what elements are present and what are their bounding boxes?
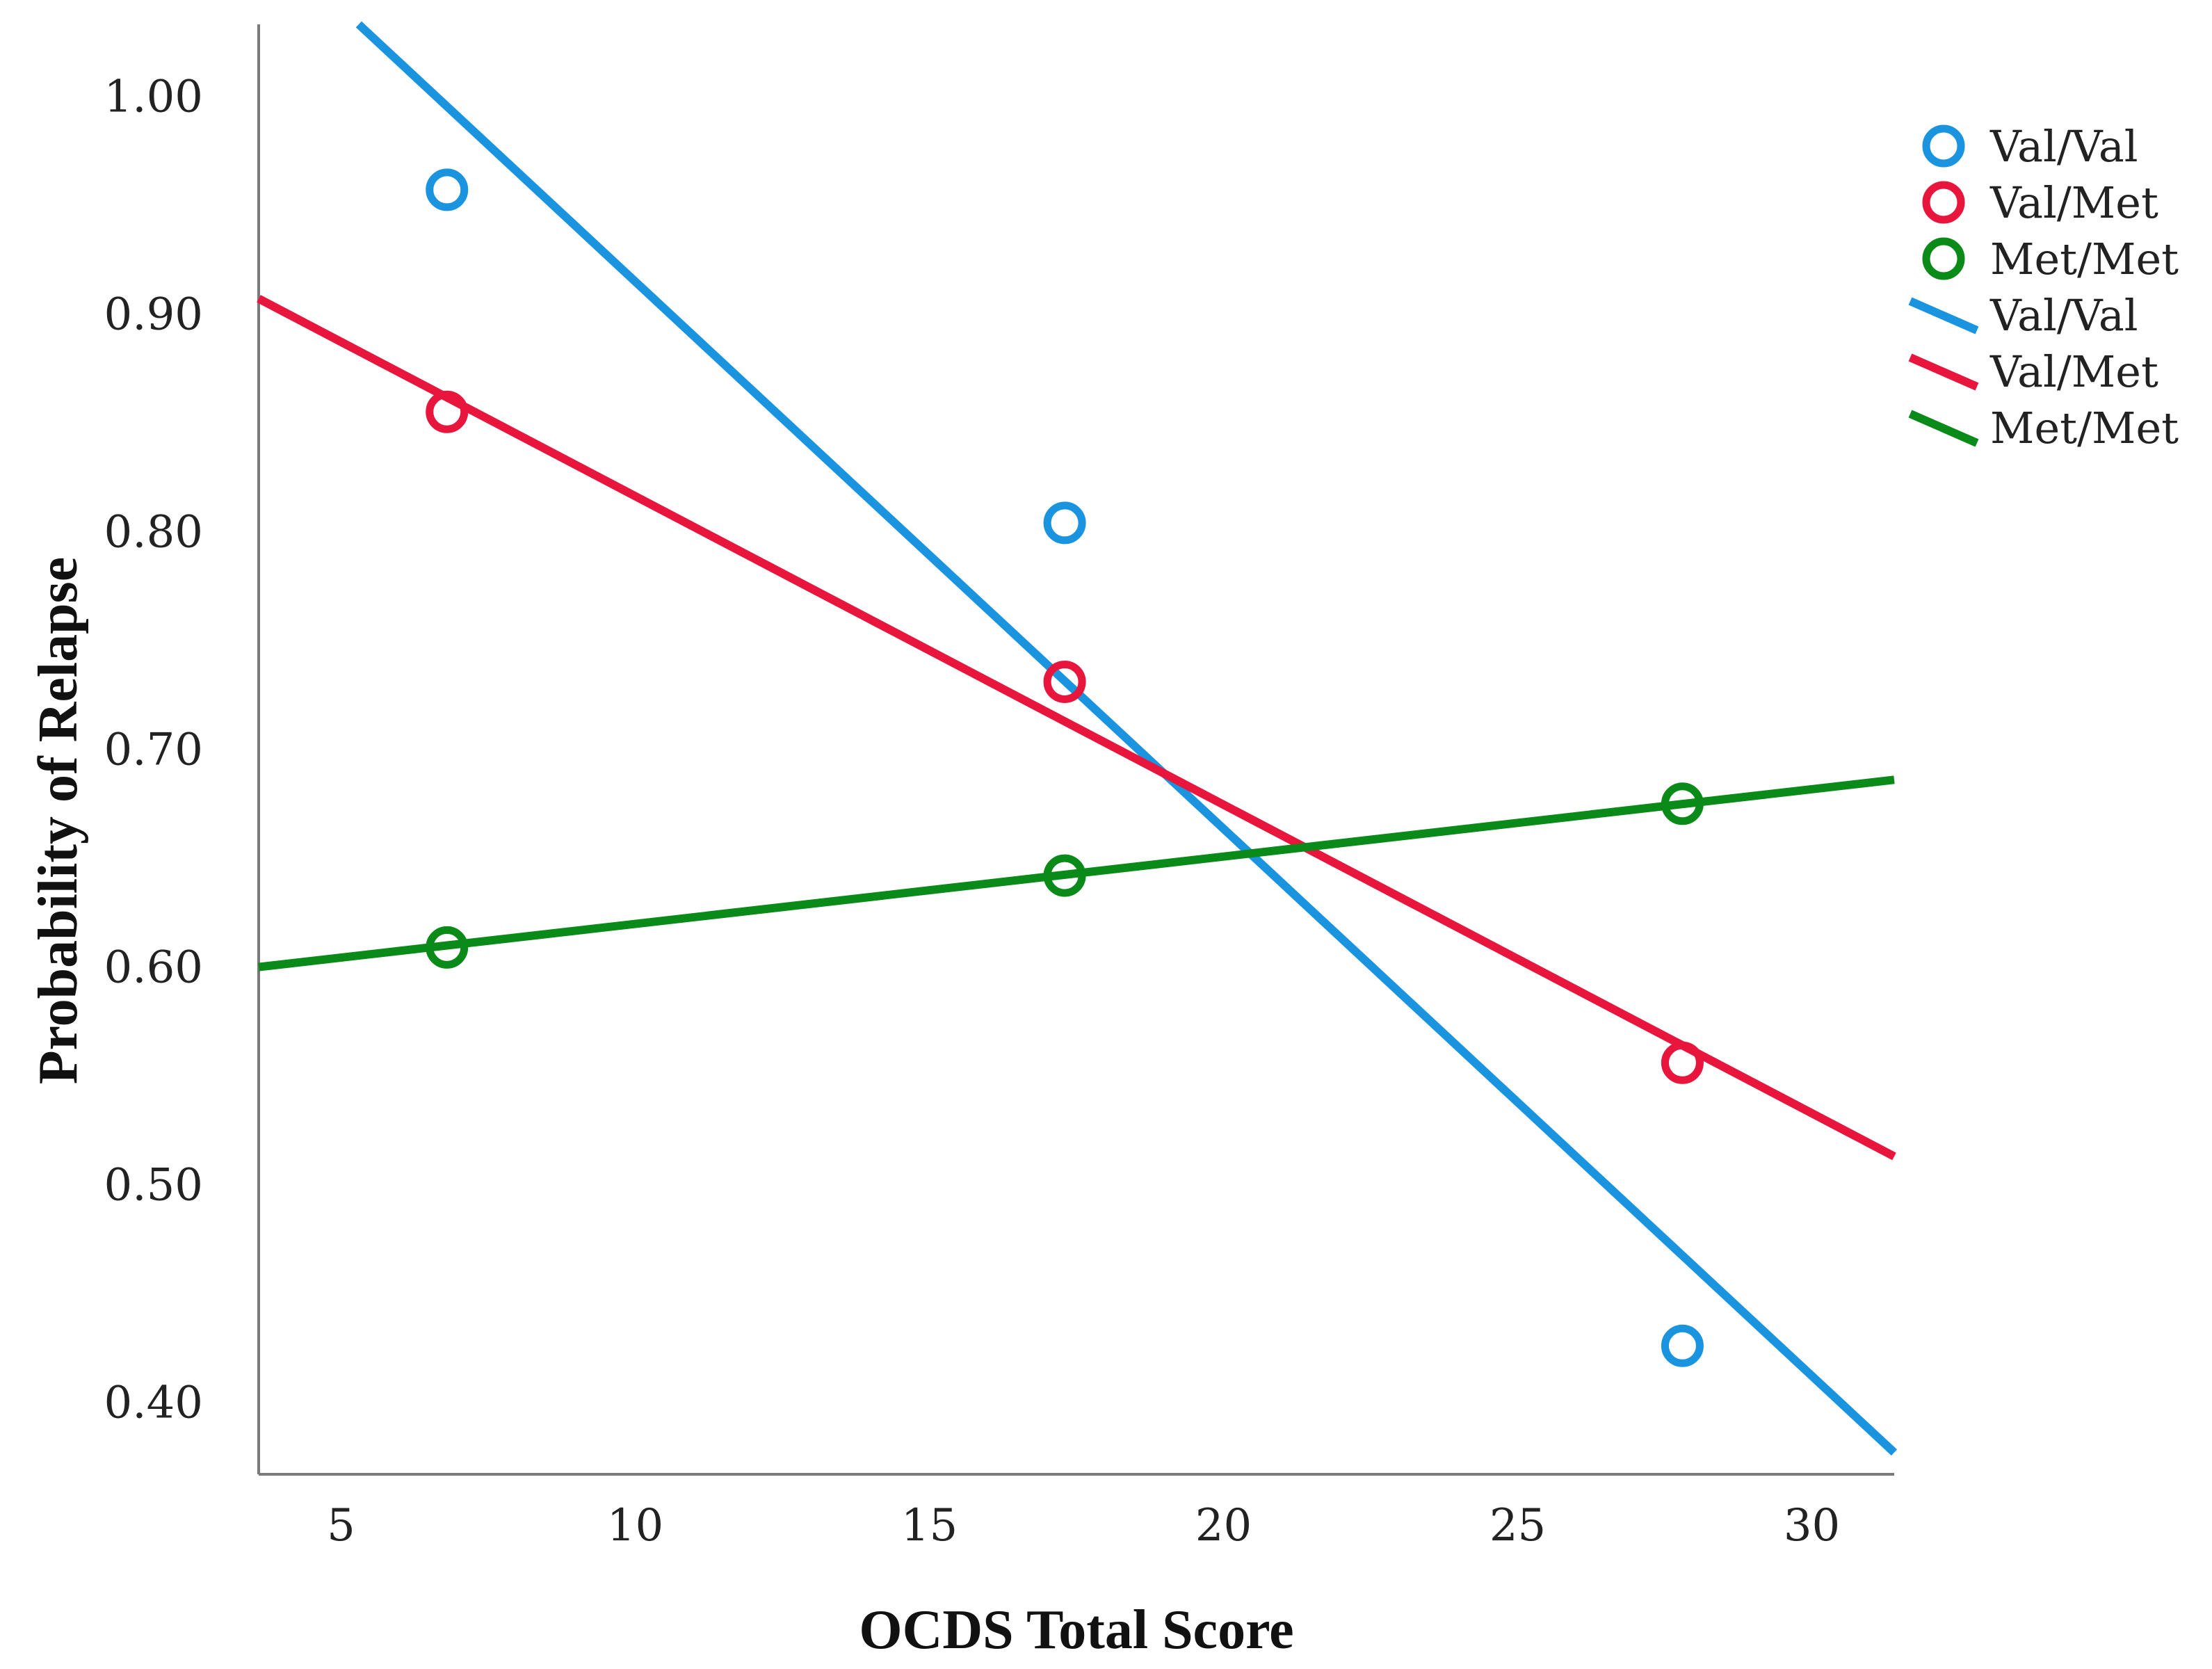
point-val-val — [1661, 1324, 1704, 1367]
fit-lines — [257, 21, 1898, 1456]
y-tick-label: 0.80 — [104, 506, 204, 558]
fit-line-val-val — [355, 21, 1898, 1456]
x-tick-label: 25 — [1490, 1500, 1546, 1551]
x-axis-title: OCDS Total Score — [859, 1599, 1293, 1661]
legend: Val/ValVal/MetMet/MetVal/ValVal/MetMet/M… — [1908, 121, 2179, 453]
y-tick-label: 0.60 — [104, 942, 204, 994]
legend-line-val-met — [1908, 353, 1979, 391]
legend-line-met-met — [1908, 410, 1979, 447]
y-tick-label: 0.50 — [104, 1160, 204, 1211]
legend-label: Val/Met — [1989, 346, 2158, 397]
legend-label: Val/Val — [1989, 121, 2138, 172]
axes — [257, 24, 1894, 1476]
x-ticks: 5 10 15 20 25 30 — [327, 1500, 1840, 1551]
data-points — [426, 168, 1704, 1367]
point-val-met — [1661, 1041, 1704, 1084]
legend-marker-val-met — [1922, 181, 1965, 224]
fit-line-met-met — [258, 775, 1895, 971]
x-tick-label: 10 — [607, 1500, 663, 1551]
point-val-val — [1043, 501, 1086, 545]
y-tick-label: 0.90 — [104, 289, 204, 340]
x-tick-label: 30 — [1784, 1500, 1840, 1551]
y-tick-label: 1.00 — [104, 71, 204, 122]
point-val-val — [426, 168, 469, 211]
fit-line-val-met — [257, 295, 1896, 1161]
point-met-met — [1661, 782, 1704, 825]
y-axis-title: Probability of Relapse — [28, 557, 89, 1085]
legend-line-val-val — [1908, 297, 1979, 334]
point-val-met — [426, 390, 469, 433]
legend-label: Met/Met — [1990, 234, 2179, 284]
point-met-met — [426, 926, 469, 969]
legend-marker-met-met — [1922, 237, 1965, 280]
y-tick-label: 0.70 — [104, 725, 204, 776]
legend-marker-val-val — [1922, 124, 1965, 168]
point-met-met — [1043, 854, 1086, 897]
y-tick-label: 0.40 — [104, 1378, 204, 1429]
y-ticks: 0.40 0.50 0.60 0.70 0.80 0.90 1.00 — [104, 71, 204, 1428]
point-val-met — [1043, 660, 1086, 703]
legend-label: Met/Met — [1990, 403, 2179, 453]
legend-label: Val/Met — [1989, 177, 2158, 228]
x-tick-label: 5 — [327, 1500, 355, 1551]
x-tick-label: 15 — [901, 1500, 958, 1551]
x-tick-label: 20 — [1195, 1500, 1252, 1551]
legend-label: Val/Val — [1989, 290, 2138, 341]
